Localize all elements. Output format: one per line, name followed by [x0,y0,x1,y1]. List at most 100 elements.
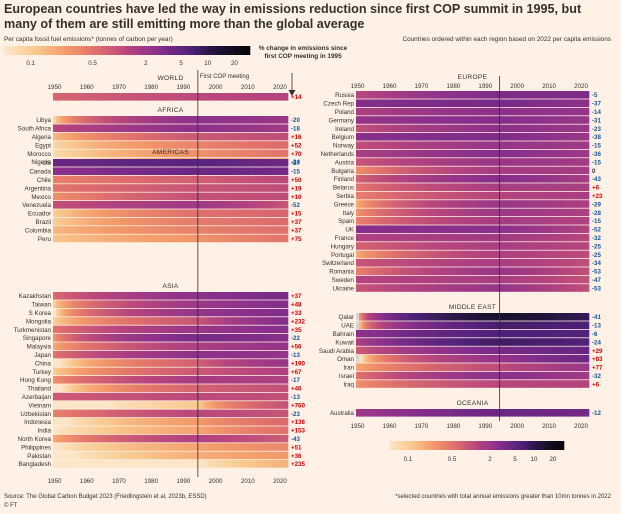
heat-cell [259,167,263,175]
heat-cell [566,267,571,275]
heat-cell [448,329,453,338]
heat-cell [156,132,160,141]
heat-cell [547,200,551,208]
heat-cell [101,141,105,149]
heat-cell [197,141,202,149]
heat-cell [217,292,221,300]
heat-cell [582,91,587,99]
heat-cell [458,158,462,166]
heat-cell [502,116,507,124]
heat-cell [104,300,109,308]
heat-cell [573,242,577,250]
heat-cell [53,201,57,209]
heat-cell [220,234,224,243]
heat-cell [230,342,234,350]
heat-cell [262,409,266,418]
heat-cell [413,166,417,175]
heat-cell [127,209,131,217]
heat-cell [220,217,224,226]
heat-cell [371,141,376,149]
heat-cell [220,116,224,124]
heat-cell [136,350,141,359]
heat-cell [365,116,370,124]
heat-cell [461,208,465,217]
heat-cell [217,308,221,317]
heat-cell [233,201,237,209]
heat-cell [521,124,526,133]
heat-cell [172,384,176,392]
heat-cell [582,116,587,124]
heat-cell [547,329,551,338]
heat-cell [394,329,398,338]
heat-cell [165,376,170,384]
heat-cell [448,321,453,329]
heat-cell [265,460,269,468]
heat-cell [149,443,154,451]
heat-cell [65,392,70,401]
heat-cell [467,200,472,208]
heat-cell [85,234,89,243]
heat-cell [438,149,443,158]
heat-cell [486,175,491,183]
heat-cell [172,201,176,209]
heat-cell [262,292,266,300]
heat-cell [461,191,465,200]
heat-cell [236,434,241,443]
heat-cell [172,192,176,201]
left-bottom-axis-tick-2000: 2000 [209,478,223,485]
heat-cell [107,426,112,434]
heat-cell [85,384,89,392]
heat-cell [78,434,83,443]
heat-cell [98,149,102,158]
heat-cell [518,321,523,329]
heat-cell [159,384,163,392]
heat-cell [56,451,60,460]
heat-cell [381,321,386,329]
heat-cell [252,401,257,409]
heat-cell [114,325,118,334]
heat-cell [53,418,57,426]
heat-cell [191,132,195,141]
heat-cell [281,201,286,209]
heat-cell [130,418,134,426]
heat-cell [563,250,567,259]
heat-cell [98,124,102,132]
heat-cell [493,116,497,124]
heat-cell [451,133,456,141]
heat-cell [201,409,205,418]
heat-cell [365,275,370,284]
heat-cell [394,250,398,259]
heat-cell [391,91,395,99]
heat-cell [528,91,532,99]
heat-cell [442,225,446,233]
heat-cell [152,234,157,243]
heat-cell [419,158,424,166]
country-label: Spain [338,218,354,225]
heat-cell [136,167,141,175]
heat-cell [541,175,545,183]
heat-cell [512,191,516,200]
heat-cell [72,292,76,300]
heat-cell [162,317,166,325]
heat-cell [88,201,92,209]
heat-cell [474,166,478,175]
heat-cell [477,183,481,191]
heat-cell [557,217,561,225]
heat-cell [403,217,408,225]
heat-cell [576,338,580,346]
heat-cell [550,183,555,191]
heat-cell [407,166,411,175]
heat-cell [445,275,449,284]
heat-cell [252,141,257,149]
heat-cell [579,200,583,208]
heat-cell [207,226,212,234]
heat-cell [207,376,212,384]
heat-cell [210,401,215,409]
heat-cell [470,107,475,116]
heat-cell [268,141,273,149]
heat-cell [72,460,76,468]
heat-cell [136,192,141,201]
heat-cell [560,338,564,346]
heat-cell [541,191,545,200]
heat-cell [474,242,478,250]
